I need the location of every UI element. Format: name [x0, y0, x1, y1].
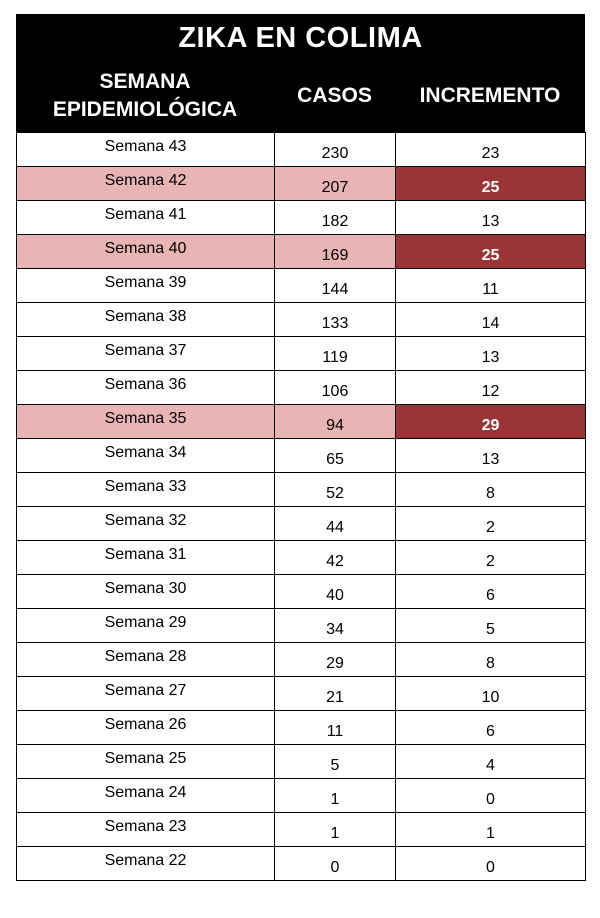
increment-cell: 5 — [395, 608, 586, 643]
week-cell: Semana 34 — [16, 438, 275, 473]
cases-cell: 207 — [274, 166, 396, 201]
cases-cell: 1 — [274, 778, 396, 813]
cases-cell: 106 — [274, 370, 396, 405]
table-row: Semana 25 5 4 — [16, 744, 586, 779]
cases-cell: 34 — [274, 608, 396, 643]
table-row: Semana 24 1 0 — [16, 778, 586, 813]
header-increment: INCREMENTO — [419, 84, 561, 107]
increment-cell: 0 — [395, 778, 586, 813]
cases-cell: 169 — [274, 234, 396, 269]
header-row: SEMANA EPIDEMIOLÓGICA CASOS INCREMENTO — [16, 60, 585, 132]
week-cell: Semana 41 — [16, 200, 275, 235]
cases-cell: 133 — [274, 302, 396, 337]
week-cell: Semana 25 — [16, 744, 275, 779]
table-row: Semana 35 94 29 — [16, 404, 586, 439]
cases-cell: 0 — [274, 846, 396, 881]
table-row: Semana 30 40 6 — [16, 574, 586, 609]
header-week-line2: EPIDEMIOLÓGICA — [52, 98, 238, 121]
table-row: Semana 40 169 25 — [16, 234, 586, 269]
week-cell: Semana 32 — [16, 506, 275, 541]
cases-cell: 11 — [274, 710, 396, 745]
table-row: Semana 23 1 1 — [16, 812, 586, 847]
cases-cell: 21 — [274, 676, 396, 711]
table-row: Semana 22 0 0 — [16, 846, 586, 881]
increment-cell: 25 — [395, 166, 586, 201]
week-cell: Semana 37 — [16, 336, 275, 371]
increment-cell: 2 — [395, 506, 586, 541]
increment-cell: 4 — [395, 744, 586, 779]
table-row: Semana 31 42 2 — [16, 540, 586, 575]
week-cell: Semana 36 — [16, 370, 275, 405]
week-cell: Semana 33 — [16, 472, 275, 507]
cases-cell: 44 — [274, 506, 396, 541]
table-row: Semana 27 21 10 — [16, 676, 586, 711]
week-cell: Semana 35 — [16, 404, 275, 439]
increment-cell: 14 — [395, 302, 586, 337]
week-cell: Semana 40 — [16, 234, 275, 269]
week-cell: Semana 39 — [16, 268, 275, 303]
table-row: Semana 38 133 14 — [16, 302, 586, 337]
cases-cell: 1 — [274, 812, 396, 847]
table-row: Semana 37 119 13 — [16, 336, 586, 371]
week-cell: Semana 28 — [16, 642, 275, 677]
week-cell: Semana 26 — [16, 710, 275, 745]
week-cell: Semana 22 — [16, 846, 275, 881]
week-cell: Semana 38 — [16, 302, 275, 337]
increment-cell: 6 — [395, 710, 586, 745]
increment-cell: 13 — [395, 200, 586, 235]
cases-cell: 5 — [274, 744, 396, 779]
week-cell: Semana 31 — [16, 540, 275, 575]
cases-cell: 144 — [274, 268, 396, 303]
increment-cell: 25 — [395, 234, 586, 269]
cases-cell: 40 — [274, 574, 396, 609]
table-row: Semana 34 65 13 — [16, 438, 586, 473]
table-row: Semana 28 29 8 — [16, 642, 586, 677]
week-cell: Semana 30 — [16, 574, 275, 609]
increment-cell: 12 — [395, 370, 586, 405]
week-cell: Semana 43 — [16, 132, 275, 167]
increment-cell: 1 — [395, 812, 586, 847]
cases-cell: 230 — [274, 132, 396, 167]
week-cell: Semana 23 — [16, 812, 275, 847]
cases-cell: 42 — [274, 540, 396, 575]
table-row: Semana 43 230 23 — [16, 132, 586, 167]
increment-cell: 8 — [395, 472, 586, 507]
cases-cell: 182 — [274, 200, 396, 235]
table-title: ZIKA EN COLIMA — [16, 14, 585, 60]
increment-cell: 23 — [395, 132, 586, 167]
zika-table-container: ZIKA EN COLIMA SEMANA EPIDEMIOLÓGICA CASO… — [16, 14, 586, 881]
increment-cell: 29 — [395, 404, 586, 439]
table-row: Semana 36 106 12 — [16, 370, 586, 405]
week-cell: Semana 24 — [16, 778, 275, 813]
increment-cell: 13 — [395, 336, 586, 371]
week-cell: Semana 42 — [16, 166, 275, 201]
data-table: Semana 43 230 23 Semana 42 207 25 Semana 41 182… — [16, 132, 586, 881]
increment-cell: 13 — [395, 438, 586, 473]
week-cell: Semana 27 — [16, 676, 275, 711]
increment-cell: 6 — [395, 574, 586, 609]
increment-cell: 2 — [395, 540, 586, 575]
table-row: Semana 39 144 11 — [16, 268, 586, 303]
header-week-line1: SEMANA — [99, 70, 191, 93]
table-row: Semana 42 207 25 — [16, 166, 586, 201]
table-row: Semana 26 11 6 — [16, 710, 586, 745]
cases-cell: 29 — [274, 642, 396, 677]
table-row: Semana 29 34 5 — [16, 608, 586, 643]
table-row: Semana 32 44 2 — [16, 506, 586, 541]
week-cell: Semana 29 — [16, 608, 275, 643]
table-row: Semana 33 52 8 — [16, 472, 586, 507]
cases-cell: 52 — [274, 472, 396, 507]
cases-cell: 65 — [274, 438, 396, 473]
table-row: Semana 41 182 13 — [16, 200, 586, 235]
header-cases: CASOS — [297, 84, 372, 107]
increment-cell: 11 — [395, 268, 586, 303]
cases-cell: 94 — [274, 404, 396, 439]
increment-cell: 8 — [395, 642, 586, 677]
increment-cell: 10 — [395, 676, 586, 711]
increment-cell: 0 — [395, 846, 586, 881]
header-week: SEMANA EPIDEMIOLÓGICA — [16, 60, 274, 132]
cases-cell: 119 — [274, 336, 396, 371]
